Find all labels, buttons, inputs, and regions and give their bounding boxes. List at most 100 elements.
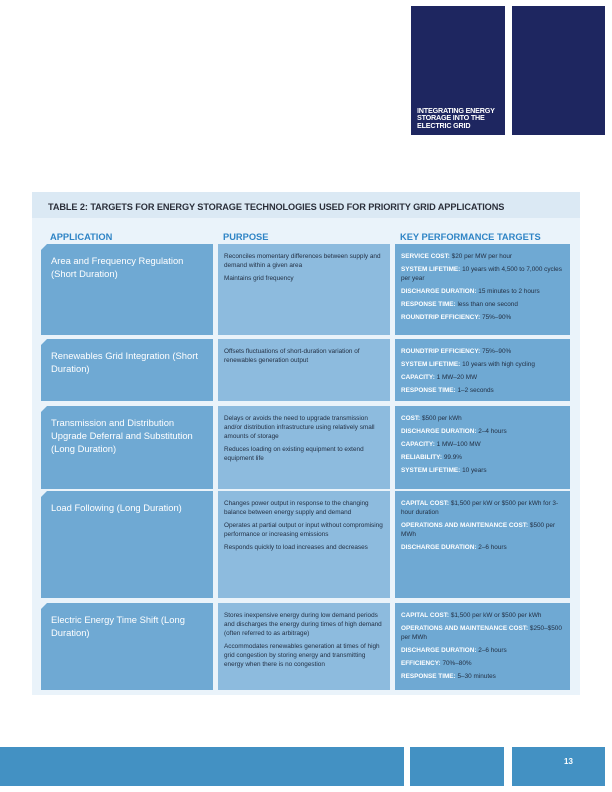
target-label: DISCHARGE DURATION: — [401, 288, 477, 295]
target-value: $1,500 per kW or $500 per kWh — [450, 612, 542, 619]
target-item: RESPONSE TIME: less than one second — [401, 300, 564, 309]
target-value: $1,500 per kW or $500 per kWh for 3-hour… — [401, 500, 559, 516]
target-label: CAPITAL COST: — [401, 612, 450, 619]
target-label: RESPONSE TIME: — [401, 387, 456, 394]
target-value: 1 MW–100 MW — [436, 441, 481, 448]
document-title: INTEGRATING ENERGY STORAGE INTO THE ELEC… — [417, 105, 495, 130]
purpose-text: Offsets fluctuations of short-duration v… — [224, 348, 360, 364]
target-label: SYSTEM LIFETIME: — [401, 361, 461, 368]
target-label: COST: — [401, 415, 421, 422]
application-cell: Transmission and Distribution Upgrade De… — [41, 406, 213, 489]
target-label: ROUNDTRIP EFFICIENCY: — [401, 348, 481, 355]
target-value: 10 years with high cycling — [462, 361, 535, 368]
target-item: DISCHARGE DURATION: 2–4 hours — [401, 427, 564, 436]
column-header-purpose: PURPOSE — [223, 232, 269, 242]
target-item: SYSTEM LIFETIME: 10 years with high cycl… — [401, 360, 564, 369]
column-header-application: APPLICATION — [50, 232, 113, 242]
targets-cell: CAPITAL COST: $1,500 per kW or $500 per … — [395, 491, 570, 598]
target-value: $500 per kWh — [421, 415, 462, 422]
target-label: RESPONSE TIME: — [401, 673, 456, 680]
target-label: CAPITAL COST: — [401, 500, 450, 507]
purpose-text: Changes power output in response to the … — [224, 500, 369, 516]
target-label: DISCHARGE DURATION: — [401, 647, 477, 654]
target-item: CAPITAL COST: $1,500 per kW or $500 per … — [401, 611, 564, 620]
target-value: $20 per MW per hour — [451, 253, 513, 260]
column-header-targets: KEY PERFORMANCE TARGETS — [400, 232, 541, 242]
target-item: RELIABILITY: 99.9% — [401, 453, 564, 462]
target-item: SYSTEM LIFETIME: 10 years — [401, 466, 564, 475]
targets-cell: COST: $500 per kWh DISCHARGE DURATION: 2–… — [395, 406, 570, 489]
target-value: 75%–90% — [482, 314, 512, 321]
target-label: SERVICE COST: — [401, 253, 450, 260]
target-item: DISCHARGE DURATION: 2–6 hours — [401, 646, 564, 655]
target-value: $500 per MWh — [401, 522, 556, 538]
target-item: SYSTEM LIFETIME: 10 years with 4,500 to … — [401, 265, 564, 283]
target-label: CAPACITY: — [401, 441, 435, 448]
target-value: 10 years — [462, 467, 487, 474]
purpose-text: Responds quickly to load increases and d… — [224, 544, 368, 551]
target-item: OPERATIONS AND MAINTENANCE COST: $500 pe… — [401, 521, 564, 539]
purpose-cell: Reconciles momentary differences between… — [218, 244, 390, 335]
target-value: 2–6 hours — [478, 647, 507, 654]
target-value: 75%–90% — [482, 348, 512, 355]
footer-bar — [410, 747, 504, 786]
target-item: CAPITAL COST: $1,500 per kW or $500 per … — [401, 499, 564, 517]
application-cell: Load Following (Long Duration) — [41, 491, 213, 598]
header-block: INTEGRATING ENERGY STORAGE INTO THE ELEC… — [411, 6, 505, 135]
purpose-cell: Delays or avoids the need to upgrade tra… — [218, 406, 390, 489]
table-panel: TABLE 2: TARGETS FOR ENERGY STORAGE TECH… — [32, 192, 580, 695]
header-block-decorative — [512, 6, 605, 135]
target-label: ROUNDTRIP EFFICIENCY: — [401, 314, 481, 321]
purpose-text: Accommodates renewables generation at ti… — [224, 643, 380, 668]
target-item: DISCHARGE DURATION: 15 minutes to 2 hour… — [401, 287, 564, 296]
purpose-text: Delays or avoids the need to upgrade tra… — [224, 415, 375, 440]
target-value: 1 MW–20 MW — [436, 374, 478, 381]
purpose-text: Maintains grid frequency — [224, 275, 294, 282]
application-cell: Area and Frequency Regulation (Short Dur… — [41, 244, 213, 335]
target-label: SYSTEM LIFETIME: — [401, 467, 461, 474]
footer-bar — [0, 747, 404, 786]
target-label: DISCHARGE DURATION: — [401, 428, 477, 435]
target-item: ROUNDTRIP EFFICIENCY: 75%–90% — [401, 347, 564, 356]
targets-cell: SERVICE COST: $20 per MW per hour SYSTEM … — [395, 244, 570, 335]
purpose-text: Stores inexpensive energy during low dem… — [224, 612, 382, 637]
target-item: RESPONSE TIME: 1–2 seconds — [401, 386, 564, 395]
footer-bar: 13 — [512, 747, 605, 786]
target-value: 2–4 hours — [478, 428, 507, 435]
target-item: DISCHARGE DURATION: 2–6 hours — [401, 543, 564, 552]
target-label: RELIABILITY: — [401, 454, 443, 461]
target-label: CAPACITY: — [401, 374, 435, 381]
target-item: EFFICIENCY: 70%–80% — [401, 659, 564, 668]
target-item: CAPACITY: 1 MW–20 MW — [401, 373, 564, 382]
target-label: EFFICIENCY: — [401, 660, 441, 667]
target-value: 70%–80% — [442, 660, 472, 667]
target-value: 1–2 seconds — [457, 387, 494, 394]
purpose-text: Operates at partial output or input with… — [224, 522, 383, 538]
target-value: 10 years with 4,500 to 7,000 cycles per … — [401, 266, 562, 282]
purpose-text: Reduces loading on existing equipment to… — [224, 446, 364, 462]
target-label: DISCHARGE DURATION: — [401, 544, 477, 551]
table-title: TABLE 2: TARGETS FOR ENERGY STORAGE TECH… — [48, 202, 505, 212]
application-cell: Renewables Grid Integration (Short Durat… — [41, 339, 213, 401]
target-item: SERVICE COST: $20 per MW per hour — [401, 252, 564, 261]
purpose-cell: Changes power output in response to the … — [218, 491, 390, 598]
target-value: 15 minutes to 2 hours — [478, 288, 540, 295]
target-label: OPERATIONS AND MAINTENANCE COST: — [401, 625, 529, 632]
application-cell: Electric Energy Time Shift (Long Duratio… — [41, 603, 213, 690]
target-value: 5–30 minutes — [457, 673, 496, 680]
target-item: COST: $500 per kWh — [401, 414, 564, 423]
target-item: OPERATIONS AND MAINTENANCE COST: $250–$5… — [401, 624, 564, 642]
target-item: RESPONSE TIME: 5–30 minutes — [401, 672, 564, 681]
target-label: SYSTEM LIFETIME: — [401, 266, 461, 273]
target-item: CAPACITY: 1 MW–100 MW — [401, 440, 564, 449]
target-value: less than one second — [457, 301, 518, 308]
target-value: $250–$500 per MWh — [401, 625, 562, 641]
target-item: ROUNDTRIP EFFICIENCY: 75%–90% — [401, 313, 564, 322]
target-label: OPERATIONS AND MAINTENANCE COST: — [401, 522, 529, 529]
page-number: 13 — [564, 757, 573, 766]
targets-cell: ROUNDTRIP EFFICIENCY: 75%–90% SYSTEM LIFE… — [395, 339, 570, 401]
purpose-text: Reconciles momentary differences between… — [224, 253, 381, 269]
target-value: 2–6 hours — [478, 544, 507, 551]
target-value: 99.9% — [443, 454, 462, 461]
purpose-cell: Offsets fluctuations of short-duration v… — [218, 339, 390, 401]
